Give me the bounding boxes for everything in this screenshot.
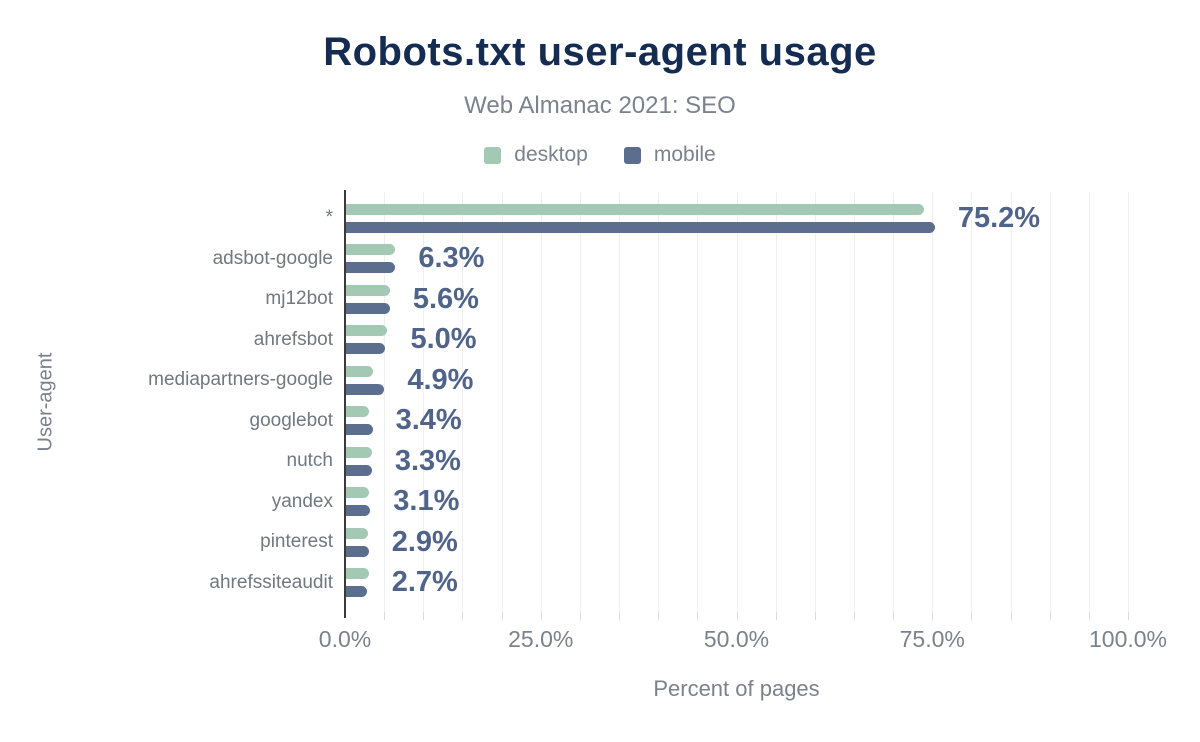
mobile-bar [346,302,390,314]
x-tick-label: 100.0% [1088,626,1168,652]
gridline [1088,192,1090,612]
desktop-swatch-icon [484,146,502,164]
category-label: adsbot-google [212,247,333,269]
category-labels: * adsbot-google mj12bot ahrefsbot mediapartn… [0,192,333,612]
chart-subtitle: Web Almanac 2021: SEO [464,92,736,119]
legend-label-desktop: desktop [514,143,588,166]
x-tick-label: 50.0% [703,626,770,652]
axis-tick [423,612,425,620]
x-tick-label: 25.0% [508,626,574,652]
category-label: nutch [286,450,333,471]
desktop-bar [346,325,388,336]
legend-label-mobile: mobile [653,143,716,166]
gridline [501,192,503,612]
axis-tick [619,612,621,620]
axis-tick [658,612,660,620]
mobile-bar [346,424,373,435]
category-label: * [325,207,333,228]
desktop-bar [346,568,369,579]
mobile-bar [346,464,372,476]
gridline [619,192,621,612]
gridline [853,192,855,612]
gridline [658,192,660,612]
gridline [932,192,934,612]
axis-tick [1088,612,1090,620]
axis-tick [1010,612,1012,620]
mobile-swatch-icon [623,146,641,164]
chart-title: Robots.txt user-agent usage [323,30,877,74]
plot-area: 75.2% 6.3% 5.6% 5.0% 4.9% 3.4% 3.3% 3.1% 2.9% 2.7… [319,190,1167,652]
gridline [775,192,777,612]
mobile-bar [346,545,369,557]
category-label: ahrefsbot [253,328,333,350]
mobile-bar [346,586,368,597]
value-label: 5.0% [410,323,477,355]
desktop-bar [346,446,372,458]
axis-tick [893,612,895,620]
axis-tick [932,612,934,620]
gridline [540,192,542,612]
desktop-bar [346,365,373,377]
category-label: pinterest [260,531,333,552]
y-axis-line [344,190,346,618]
category-label: ahrefssiteaudit [209,571,333,593]
legend-item-mobile: mobile [623,143,716,167]
desktop-bar [346,284,390,296]
axis-tick [853,612,855,620]
gridline [423,192,425,612]
gridline [893,192,895,612]
value-label: 4.9% [407,363,474,396]
mobile-bar [346,343,386,354]
legend: desktop mobile [0,143,1200,167]
category-label: mj12bot [265,288,333,309]
mobile-bar [346,383,385,395]
gridline [384,192,386,612]
gridline [697,192,699,612]
mobile-bar [346,221,935,233]
desktop-bar [346,203,924,215]
legend-item-desktop: desktop [484,143,588,167]
axis-tick [736,612,738,620]
gridline [1010,192,1012,612]
value-label: 6.3% [418,242,485,274]
axis-tick [501,612,503,620]
gridline [579,192,581,612]
value-label: 3.1% [393,485,460,517]
gridline [462,192,464,612]
category-label: googlebot [249,409,333,431]
value-label: 75.2% [957,201,1041,234]
axis-tick [697,612,699,620]
gridline [736,192,738,612]
axis-tick [1128,612,1129,620]
category-label: yandex [271,490,333,512]
mobile-bar [346,262,396,273]
gridline [971,192,973,612]
category-label: mediapartners-google [148,369,333,390]
gridline [1128,192,1129,612]
value-label: 2.7% [391,566,458,598]
gridline [1049,192,1051,612]
x-tick-label: 0.0% [318,626,372,652]
axis-tick [579,612,581,620]
axis-tick [775,612,777,620]
axis-tick [462,612,464,620]
axis-tick [814,612,816,620]
desktop-bar [346,487,370,498]
value-label: 3.4% [395,404,462,436]
gridline [814,192,816,612]
value-label: 2.9% [391,525,458,558]
mobile-bar [346,505,371,516]
axis-tick [1049,612,1051,620]
desktop-bar [346,406,370,417]
x-axis-title: Percent of pages [653,676,820,701]
axis-tick [384,612,386,620]
value-label: 3.3% [394,444,461,477]
value-label: 5.6% [412,282,479,315]
desktop-bar [346,244,395,255]
desktop-bar [346,527,368,539]
axis-tick [971,612,973,620]
axis-tick [540,612,542,620]
x-tick-label: 75.0% [899,626,965,652]
